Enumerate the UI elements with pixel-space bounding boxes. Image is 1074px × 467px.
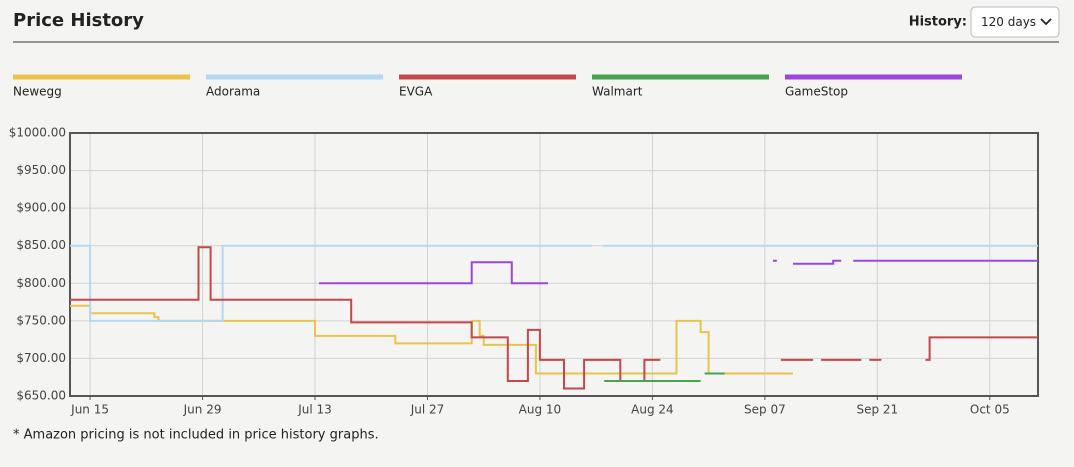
x-tick-label: Sep 21 <box>856 403 898 417</box>
footnote: * Amazon pricing is not included in pric… <box>13 428 379 443</box>
x-tick-label: Aug 24 <box>631 403 674 417</box>
history-label: History: <box>909 15 967 30</box>
chevron[interactable] <box>1040 18 1052 26</box>
x-tick-label: Jun 29 <box>183 403 222 417</box>
select-value[interactable]: 120 days <box>981 15 1036 29</box>
x-tick-label: Jun 15 <box>70 403 109 417</box>
y-tick-label: $1000.00 <box>9 126 66 140</box>
title: Price History <box>13 10 144 31</box>
y-tick-label: $950.00 <box>16 163 66 177</box>
legend-label: Adorama <box>206 85 260 99</box>
price-line <box>70 246 1038 390</box>
y-tick-label: $800.00 <box>16 276 66 290</box>
price-line <box>319 259 1038 285</box>
price-line <box>70 304 793 375</box>
legend-label: GameStop <box>785 85 848 99</box>
y-tick-label: $700.00 <box>16 351 66 365</box>
select-box[interactable] <box>970 6 1060 38</box>
y-tick-label: $650.00 <box>16 389 66 403</box>
y-tick-label: $900.00 <box>16 201 66 215</box>
x-tick-label: Aug 10 <box>519 403 562 417</box>
y-tick-label: $750.00 <box>16 313 66 327</box>
x-tick-label: Jul 13 <box>297 403 332 417</box>
history-select[interactable]: 120 days <box>970 6 1060 38</box>
x-tick-label: Sep 07 <box>744 403 786 417</box>
x-tick-label: Oct 05 <box>970 403 1010 417</box>
legend-label: Newegg <box>13 85 62 99</box>
y-tick-label: $850.00 <box>16 238 66 252</box>
price-line <box>70 244 1038 322</box>
price-line <box>604 372 725 382</box>
legend-label: Walmart <box>592 85 643 99</box>
x-tick-label: Jul 27 <box>410 403 445 417</box>
plot-border <box>69 132 1039 397</box>
legend-label: EVGA <box>399 85 433 99</box>
